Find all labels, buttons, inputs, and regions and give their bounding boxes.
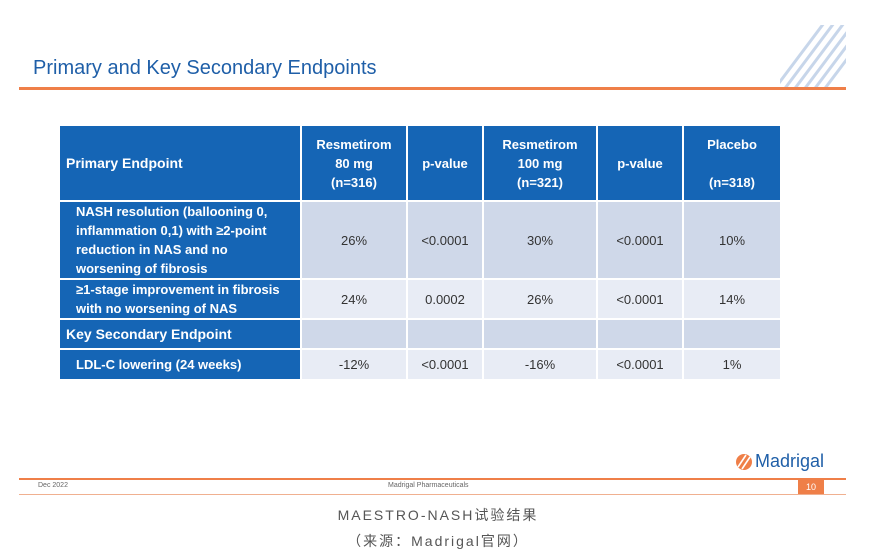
footer-rule — [19, 478, 846, 480]
row-label-fibrosis-improvement: ≥1-stage improvement in fibrosis with no… — [58, 278, 302, 320]
row-label-nash-resolution: NASH resolution (ballooning 0, inflammat… — [58, 200, 302, 280]
cell-value: <0.0001 — [406, 200, 484, 280]
table-row: ≥1-stage improvement in fibrosis with no… — [58, 278, 782, 320]
madrigal-logo: Madrigal — [734, 449, 824, 473]
footer-date: Dec 2022 — [38, 482, 68, 489]
cell-value: <0.0001 — [596, 278, 684, 320]
diagonal-stripes-decoration — [780, 25, 846, 87]
madrigal-logo-mark-icon — [736, 454, 752, 470]
header-p-value-2: p-value — [596, 124, 684, 202]
cell-value: -12% — [300, 348, 408, 381]
cell-value — [682, 318, 782, 350]
page-number: 10 — [798, 480, 824, 494]
cell-value — [596, 318, 684, 350]
caption-source: （来源：Madrigal官网） — [347, 533, 529, 549]
cell-value: 24% — [300, 278, 408, 320]
cell-value: <0.0001 — [406, 348, 484, 381]
caption-title: MAESTRO-NASH试验结果 — [337, 507, 539, 523]
table-row: LDL-C lowering (24 weeks) -12% <0.0001 -… — [58, 348, 782, 381]
table-row: NASH resolution (ballooning 0, inflammat… — [58, 200, 782, 280]
header-resmetirom-80: Resmetirom 80 mg (n=316) — [300, 124, 408, 202]
cell-value: 1% — [682, 348, 782, 381]
cell-value: 0.0002 — [406, 278, 484, 320]
row-label-ldl-c: LDL-C lowering (24 weeks) — [58, 348, 302, 381]
table-row: Key Secondary Endpoint — [58, 318, 782, 350]
cell-value: 26% — [300, 200, 408, 280]
cell-value: 26% — [482, 278, 598, 320]
cell-value — [300, 318, 408, 350]
header-primary-endpoint: Primary Endpoint — [58, 124, 302, 202]
header-placebo: Placebo (n=318) — [682, 124, 782, 202]
cell-value — [482, 318, 598, 350]
cell-value — [406, 318, 484, 350]
cell-value: 10% — [682, 200, 782, 280]
row-label-key-secondary: Key Secondary Endpoint — [58, 318, 302, 350]
header-resmetirom-100: Resmetirom 100 mg (n=321) — [482, 124, 598, 202]
cell-value: <0.0001 — [596, 348, 684, 381]
title-underline — [19, 87, 846, 90]
logo-text: Madrigal — [755, 450, 825, 471]
header-p-value-1: p-value — [406, 124, 484, 202]
cell-value: 30% — [482, 200, 598, 280]
footer-rule-bottom — [19, 494, 846, 495]
cell-value: -16% — [482, 348, 598, 381]
table-header-row: Primary Endpoint Resmetirom 80 mg (n=316… — [58, 124, 782, 202]
slide-title: Primary and Key Secondary Endpoints — [33, 57, 377, 79]
cell-value: <0.0001 — [596, 200, 684, 280]
endpoints-table: Primary Endpoint Resmetirom 80 mg (n=316… — [58, 124, 782, 381]
cell-value: 14% — [682, 278, 782, 320]
footer-company: Madrigal Pharmaceuticals — [388, 482, 469, 489]
